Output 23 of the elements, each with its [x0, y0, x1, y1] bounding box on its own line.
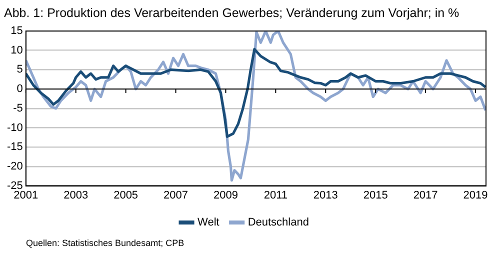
x-tick-label: 2005 [114, 189, 138, 202]
y-tick-label: 10 [10, 44, 23, 56]
x-tick-label: 2009 [213, 189, 238, 202]
y-tick-label: 0 [16, 83, 23, 96]
x-tick-label: 2019 [463, 189, 488, 202]
x-tick-label: 2007 [164, 189, 188, 202]
y-tick-label: -15 [6, 141, 23, 154]
x-tick-label: 2011 [264, 189, 288, 202]
y-tick-label: -25 [6, 180, 23, 192]
y-tick-label: -5 [13, 102, 23, 114]
x-tick-label: 2015 [363, 189, 388, 202]
legend-label: Deutschland [248, 216, 309, 229]
chart-title: Abb. 1: Produktion des Verarbeitenden Gewerbes; Veränderung zum Vorjahr; in % [4, 6, 460, 20]
x-tick-label: 2003 [64, 189, 88, 202]
legend-label: Welt [198, 216, 220, 229]
source-note: Quellen: Statistisches Bundesamt; CPB [25, 238, 186, 248]
y-tick-label: -20 [6, 160, 23, 172]
x-tick-label: 2001 [14, 189, 38, 202]
y-tick-label: 15 [10, 25, 23, 38]
y-tick-label: 5 [16, 64, 23, 76]
y-tick-label: -10 [6, 122, 23, 134]
x-tick-label: 2017 [413, 189, 438, 202]
x-tick-label: 2013 [313, 189, 338, 202]
